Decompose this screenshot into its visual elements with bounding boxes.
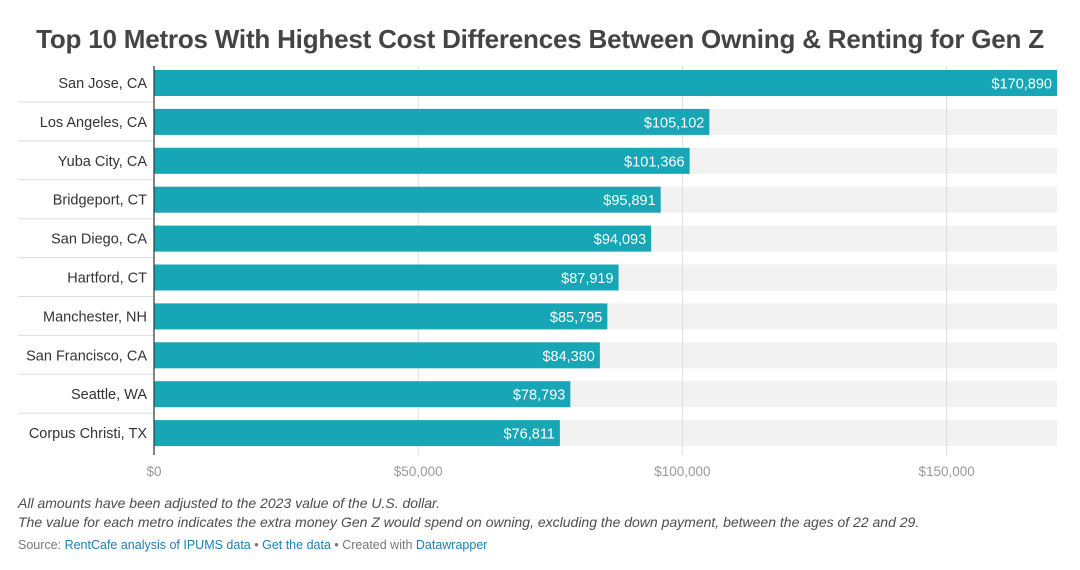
bar [154,264,619,291]
category-label: Los Angeles, CA [40,115,148,131]
x-tick-label: $150,000 [918,464,974,479]
datawrapper-link[interactable]: Datawrapper [415,538,488,552]
value-label: $87,919 [561,271,613,287]
bar [154,147,690,174]
bar [154,381,571,408]
value-label: $170,890 [992,77,1052,93]
bar [154,186,661,213]
x-tick-label: $50,000 [394,464,443,479]
source-separator: • [250,538,263,552]
value-label: $95,891 [603,193,655,209]
bar [154,70,1057,96]
value-label: $105,102 [644,115,704,131]
category-label: Bridgeport, CT [53,193,147,209]
chart-notes: All amounts have been adjusted to the 20… [18,494,919,532]
category-label: Seattle, WA [71,387,147,403]
x-tick-label: $0 [146,464,161,479]
source-line: Source: RentCafe analysis of IPUMS data … [18,538,487,552]
bar [154,342,600,369]
source-link[interactable]: RentCafe analysis of IPUMS data [64,538,251,552]
x-tick-label: $100,000 [654,464,710,479]
category-label: Yuba City, CA [58,154,148,170]
bar [154,108,710,135]
category-label: Corpus Christi, TX [29,426,148,442]
note-line-2: The value for each metro indicates the e… [18,514,920,530]
chart-title: Top 10 Metros With Highest Cost Differen… [36,24,1044,54]
value-label: $85,795 [550,310,602,326]
note-line-1: All amounts have been adjusted to the 20… [18,495,441,511]
created-with-text: • Created with [330,538,416,552]
value-label: $78,793 [513,388,565,404]
category-label: San Jose, CA [58,76,147,92]
value-label: $101,366 [624,154,684,170]
category-label: Hartford, CT [67,271,147,287]
bar [154,420,560,447]
value-label: $94,093 [594,232,646,248]
value-label: $76,811 [504,427,555,443]
get-the-data-link[interactable]: Get the data [262,538,331,552]
category-label: San Francisco, CA [26,348,147,364]
bar [154,303,608,330]
source-prefix: Source: [18,538,65,552]
category-label: Manchester, NH [43,309,147,325]
value-label: $84,380 [542,349,594,365]
category-label: San Diego, CA [51,232,147,248]
bar [154,225,652,252]
bar-chart: San Jose, CA $170,890 Los Angeles, CA $105,… [18,66,1057,479]
